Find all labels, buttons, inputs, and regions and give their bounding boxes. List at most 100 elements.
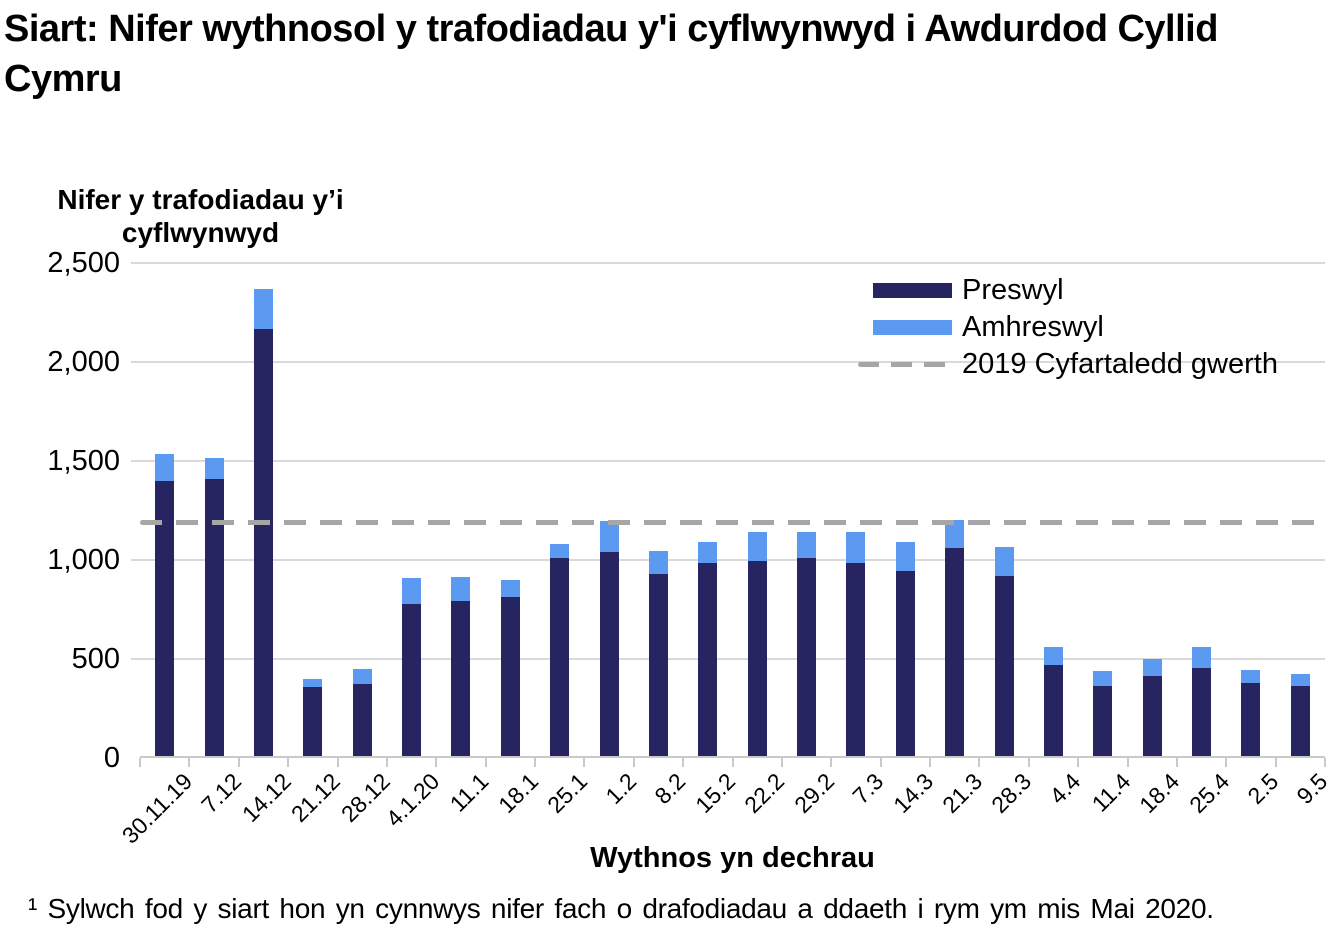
x-axis-tick xyxy=(336,758,339,767)
bar-segment-preswyl xyxy=(1043,664,1063,756)
bar-segment-amhreswyl xyxy=(945,520,965,549)
x-axis-tick xyxy=(385,758,388,767)
x-tick-label: 14.3 xyxy=(887,768,938,819)
x-tick-label: 18.1 xyxy=(492,768,543,819)
y-tick-label: 0 xyxy=(103,742,120,774)
x-tick-label: 9.5 xyxy=(1291,768,1333,810)
x-tick-label: 25.1 xyxy=(542,768,593,819)
x-tick-label: 25.4 xyxy=(1183,768,1234,819)
bar-segment-preswyl xyxy=(303,686,323,756)
bar-segment-amhreswyl xyxy=(1142,658,1162,676)
bar-segment-amhreswyl xyxy=(1093,670,1113,686)
bar-segment-preswyl xyxy=(945,548,965,756)
bar-segment-amhreswyl xyxy=(1192,647,1212,668)
x-axis-tick xyxy=(1126,758,1129,767)
bar-segment-amhreswyl xyxy=(550,544,570,558)
x-axis-tick xyxy=(830,758,833,767)
x-axis-tick xyxy=(1077,758,1080,767)
gridline-500 xyxy=(131,658,1325,660)
x-tick-label: 22.2 xyxy=(739,768,790,819)
preswyl-swatch-icon xyxy=(873,283,952,298)
x-tick-label: 7.3 xyxy=(847,768,889,810)
x-tick-label: 21.3 xyxy=(937,768,988,819)
bar-segment-amhreswyl xyxy=(994,547,1014,576)
x-axis-tick xyxy=(632,758,635,767)
x-axis-tick xyxy=(435,758,438,767)
bar-segment-amhreswyl xyxy=(352,668,372,684)
x-tick-label: 4.1.20 xyxy=(380,768,444,832)
dashed-line-icon xyxy=(858,362,952,367)
y-tick-label: 2,000 xyxy=(47,346,120,378)
bar-segment-amhreswyl xyxy=(599,521,619,553)
bar-segment-preswyl xyxy=(1290,685,1310,756)
x-axis-tick xyxy=(583,758,586,767)
bar-segment-preswyl xyxy=(994,575,1014,756)
legend-label: Preswyl xyxy=(962,274,1064,306)
bar-segment-amhreswyl xyxy=(303,678,323,687)
gridline-2500 xyxy=(131,262,1325,264)
x-axis-tick xyxy=(188,758,191,767)
x-tick-label: 30.11.19 xyxy=(116,768,198,849)
chart-title: Siart: Nifer wythnosol y trafodiadau y'i… xyxy=(4,8,1218,101)
y-tick-label: 1,500 xyxy=(47,445,120,477)
x-tick-label: 21.12 xyxy=(286,768,346,828)
bar-segment-preswyl xyxy=(402,603,422,756)
legend: Preswyl Amhreswyl 2019 Cyfartaledd gwerth xyxy=(858,272,1278,383)
bar-segment-preswyl xyxy=(500,596,520,756)
footnote: ¹ Sylwch fod y siart hon yn cynnwys nife… xyxy=(28,893,1214,924)
bar-segment-amhreswyl xyxy=(698,542,718,563)
plot-area: Preswyl Amhreswyl 2019 Cyfartaledd gwerth xyxy=(131,262,1326,767)
x-axis-tick xyxy=(1027,758,1030,767)
bar-segment-amhreswyl xyxy=(253,288,273,330)
bar-segment-preswyl xyxy=(204,478,224,756)
y-tick-label: 2,500 xyxy=(47,247,120,279)
bar-segment-preswyl xyxy=(352,683,372,756)
x-tick-label: 1.2 xyxy=(600,768,642,810)
x-tick-label: 8.2 xyxy=(649,768,691,810)
bar-segment-amhreswyl xyxy=(451,576,471,601)
bar-segment-preswyl xyxy=(1142,675,1162,756)
x-tick-label: 28.3 xyxy=(986,768,1037,819)
y-axis-title-line1: Nifer y trafodiadau y’i xyxy=(57,184,344,215)
bar-segment-amhreswyl xyxy=(648,551,668,574)
bar-segment-preswyl xyxy=(451,600,471,756)
x-axis-tick xyxy=(1324,758,1326,767)
bar-segment-amhreswyl xyxy=(846,532,866,563)
bar-segment-preswyl xyxy=(599,552,619,756)
legend-item-preswyl: Preswyl xyxy=(873,272,1278,309)
x-axis-tick xyxy=(780,758,783,767)
bar-segment-amhreswyl xyxy=(895,542,915,571)
bar-segment-preswyl xyxy=(895,570,915,756)
x-axis-tick xyxy=(1175,758,1178,767)
bar-segment-preswyl xyxy=(155,480,175,756)
gridline-2000 xyxy=(131,361,1325,363)
x-axis-tick xyxy=(978,758,981,767)
bar-segment-preswyl xyxy=(747,560,767,756)
bar-segment-amhreswyl xyxy=(797,532,817,558)
x-tick-label: 11.1 xyxy=(444,768,494,817)
bar-segment-preswyl xyxy=(1093,685,1113,756)
x-axis-tick xyxy=(1225,758,1228,767)
y-tick-label: 500 xyxy=(71,643,120,675)
x-axis-tick xyxy=(287,758,290,767)
x-tick-label: 29.2 xyxy=(788,768,839,819)
x-tick-label: 11.4 xyxy=(1086,768,1136,817)
legend-label: Amhreswyl xyxy=(962,311,1104,343)
bar-segment-amhreswyl xyxy=(402,577,422,604)
y-axis-tick-labels: 0 500 1,000 1,500 2,000 2,500 xyxy=(0,248,120,773)
bar-segment-amhreswyl xyxy=(747,532,767,561)
bar-segment-preswyl xyxy=(797,558,817,756)
x-axis-tick xyxy=(682,758,685,767)
bar-segment-amhreswyl xyxy=(204,458,224,479)
x-axis-tick xyxy=(139,758,141,767)
bar-segment-amhreswyl xyxy=(1043,647,1063,665)
x-axis-tick-labels: 30.11.19 7.12 14.12 21.12 28.12 4.1.20 11.1 18.… xyxy=(117,263,1333,848)
y-tick-label: 1,000 xyxy=(47,544,120,576)
legend-item-amhreswyl: Amhreswyl xyxy=(873,309,1278,346)
x-tick-label: 18.4 xyxy=(1134,768,1185,819)
x-tick-label: 2.5 xyxy=(1242,768,1284,810)
bar-segment-amhreswyl xyxy=(1290,673,1310,686)
bar-segment-amhreswyl xyxy=(155,454,175,481)
x-axis-tick xyxy=(929,758,931,767)
amhreswyl-swatch-icon xyxy=(873,320,952,335)
